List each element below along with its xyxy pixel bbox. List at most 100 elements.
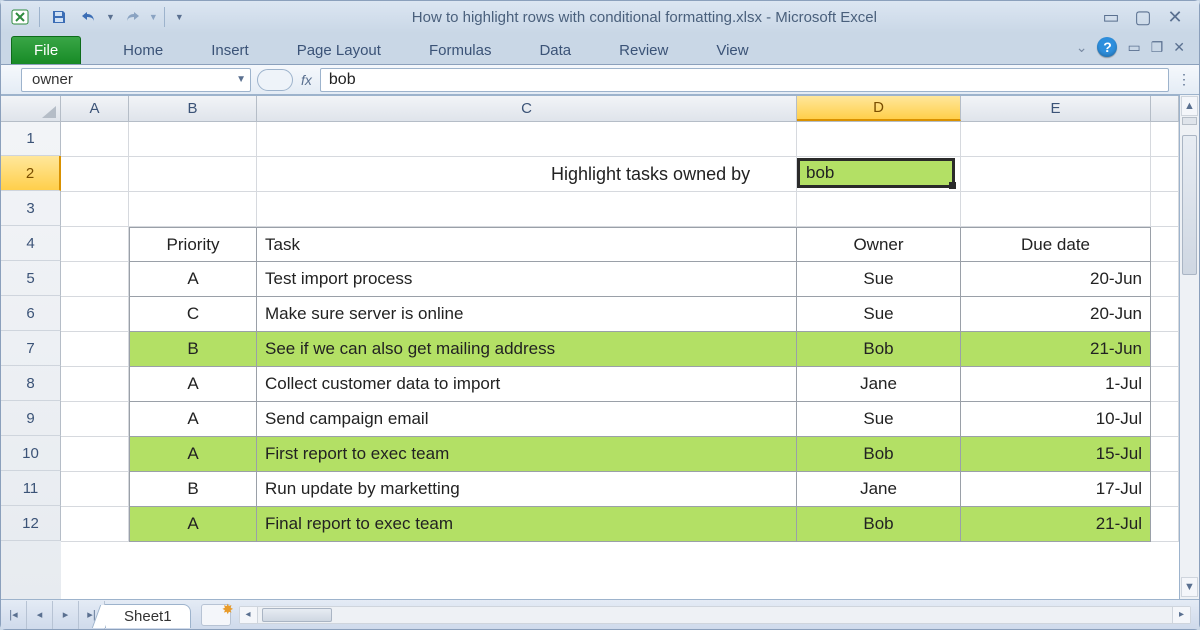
row-header-11[interactable]: 11 [1,471,61,506]
grid[interactable]: PriorityTaskOwnerDue dateATest import pr… [61,122,1179,599]
redo-dropdown-icon[interactable]: ▼ [149,12,158,22]
table-row[interactable]: Test import process [257,262,797,297]
column-header-e[interactable]: E [961,96,1151,121]
help-icon[interactable]: ? [1097,37,1117,57]
table-row[interactable]: Jane [797,367,961,402]
cell-A11[interactable] [61,472,129,507]
wb-minimize-icon[interactable]: ▭ [1127,39,1140,56]
column-header-b[interactable]: B [129,96,257,121]
formula-bar-expand-icon[interactable]: ⋮ [1175,71,1193,88]
cell-E1[interactable] [961,122,1151,157]
sheet-nav-first-icon[interactable]: |◂ [1,601,27,629]
cell-E2[interactable] [961,157,1151,192]
column-header-c[interactable]: C [257,96,797,121]
name-box[interactable]: owner ▼ [21,68,251,92]
scroll-down-icon[interactable]: ▼ [1181,577,1198,597]
select-all-corner[interactable] [1,96,61,122]
cell-A1[interactable] [61,122,129,157]
table-row[interactable]: B [129,332,257,367]
insert-function-button[interactable] [257,69,293,91]
column-header-d[interactable]: D [797,96,961,121]
row-header-8[interactable]: 8 [1,366,61,401]
row-header-12[interactable]: 12 [1,506,61,541]
table-row[interactable]: 20-Jun [961,262,1151,297]
table-row[interactable]: C [129,297,257,332]
scroll-up-icon[interactable]: ▲ [1181,96,1198,116]
worksheet[interactable]: ABCDE 123456789101112 PriorityTaskOwnerD… [1,95,1179,599]
qat-customize-icon[interactable]: ▼ [171,12,188,22]
table-header-owner[interactable]: Owner [797,227,961,262]
wb-restore-icon[interactable]: ❐ [1151,39,1164,56]
undo-dropdown-icon[interactable]: ▼ [106,12,115,22]
table-header-priority[interactable]: Priority [129,227,257,262]
table-row[interactable]: First report to exec team [257,437,797,472]
cell-A5[interactable] [61,262,129,297]
name-box-dropdown-icon[interactable]: ▼ [236,74,246,85]
ribbon-tab-formulas[interactable]: Formulas [415,36,506,64]
cell-A10[interactable] [61,437,129,472]
table-row[interactable]: Run update by marketting [257,472,797,507]
row-header-6[interactable]: 6 [1,296,61,331]
cell-C3[interactable] [257,192,797,227]
row-header-2[interactable]: 2 [1,156,61,191]
table-row[interactable]: A [129,262,257,297]
new-sheet-button[interactable]: ✸ [201,604,231,626]
excel-app-icon[interactable] [7,5,33,29]
hscroll-thumb[interactable] [262,608,332,622]
table-header-task[interactable]: Task [257,227,797,262]
table-row[interactable]: A [129,507,257,542]
table-row[interactable]: 21-Jul [961,507,1151,542]
table-row[interactable]: Bob [797,437,961,472]
sheet-nav-prev-icon[interactable]: ◂ [27,601,53,629]
column-header-a[interactable]: A [61,96,129,121]
save-icon[interactable] [46,5,72,29]
table-header-due-date[interactable]: Due date [961,227,1151,262]
cell-A2[interactable] [61,157,129,192]
cell-A7[interactable] [61,332,129,367]
cell-B2[interactable] [129,157,257,192]
row-header-5[interactable]: 5 [1,261,61,296]
row-header-4[interactable]: 4 [1,226,61,261]
table-row[interactable]: Sue [797,402,961,437]
cell-A3[interactable] [61,192,129,227]
row-header-3[interactable]: 3 [1,191,61,226]
table-row[interactable]: 15-Jul [961,437,1151,472]
ribbon-tab-review[interactable]: Review [605,36,682,64]
horizontal-scrollbar[interactable]: ◂ ▸ [239,606,1191,624]
ribbon-tab-insert[interactable]: Insert [197,36,263,64]
ribbon-tab-data[interactable]: Data [525,36,585,64]
table-row[interactable]: Bob [797,332,961,367]
table-row[interactable]: Jane [797,472,961,507]
cell-A6[interactable] [61,297,129,332]
active-cell[interactable]: bob [797,158,955,188]
vscroll-thumb[interactable] [1182,135,1197,275]
split-handle[interactable] [1182,117,1197,125]
table-row[interactable]: 1-Jul [961,367,1151,402]
table-row[interactable]: 10-Jul [961,402,1151,437]
table-row[interactable]: 21-Jun [961,332,1151,367]
minimize-icon[interactable]: ▭ [1101,7,1121,28]
undo-icon[interactable] [76,5,102,29]
ribbon-tab-view[interactable]: View [702,36,762,64]
maximize-icon[interactable]: ▢ [1133,7,1153,28]
table-row[interactable]: Collect customer data to import [257,367,797,402]
close-icon[interactable]: ✕ [1165,7,1185,28]
table-row[interactable]: Sue [797,262,961,297]
row-header-7[interactable]: 7 [1,331,61,366]
scroll-right-icon[interactable]: ▸ [1172,607,1190,623]
row-header-1[interactable]: 1 [1,122,61,156]
wb-close-icon[interactable]: ✕ [1173,39,1185,56]
table-row[interactable]: See if we can also get mailing address [257,332,797,367]
table-row[interactable]: A [129,367,257,402]
ribbon-minimize-icon[interactable]: ⌄ [1076,39,1088,56]
vertical-scrollbar[interactable]: ▲ ▼ [1179,95,1199,599]
table-row[interactable]: Final report to exec team [257,507,797,542]
cell-B3[interactable] [129,192,257,227]
cell-E3[interactable] [961,192,1151,227]
table-row[interactable]: 17-Jul [961,472,1151,507]
table-row[interactable]: Send campaign email [257,402,797,437]
row-header-10[interactable]: 10 [1,436,61,471]
table-row[interactable]: Bob [797,507,961,542]
redo-icon[interactable] [119,5,145,29]
sheet-tab-active[interactable]: Sheet1 [105,604,191,628]
